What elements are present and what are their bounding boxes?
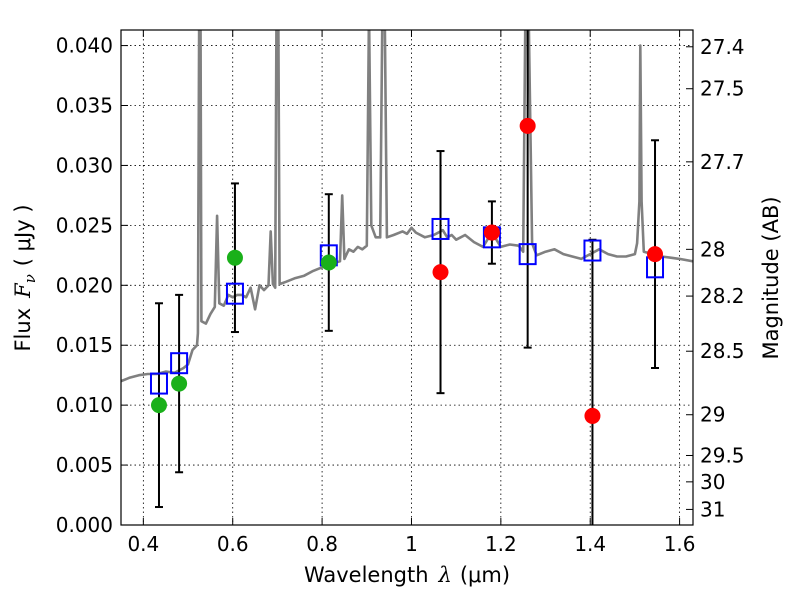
observed-upper-point — [647, 246, 664, 263]
observed-upper-point — [584, 407, 601, 424]
y2-tick-label: 29.5 — [700, 443, 745, 467]
plot-area — [121, 30, 693, 525]
plot-frame — [120, 29, 694, 526]
spectrum-line — [121, 30, 693, 383]
y2-tick-label: 27.5 — [700, 77, 745, 101]
y-tick-label: 0.040 — [56, 34, 113, 58]
markers — [149, 117, 665, 424]
y-tick-label: 0.030 — [56, 153, 113, 177]
y2-tick-label: 28 — [700, 237, 725, 261]
model-square-marker — [518, 243, 537, 266]
x-tick-label: 1.4 — [574, 532, 606, 556]
y2-axis-label: Magnitude (AB) — [759, 196, 783, 359]
y2-tick-label: 29 — [700, 403, 725, 427]
y2-tick-label: 30 — [700, 470, 725, 494]
y-tick-label: 0.005 — [56, 453, 113, 477]
x-tick-label: 0.8 — [306, 532, 338, 556]
observed-upper-point — [519, 117, 536, 134]
model-square-marker — [583, 239, 602, 262]
ticks: 0.4 0.6 0.8 1 1.2 1.4 1.6 0.000 0.005 0.010 0.015 0… — [56, 30, 745, 556]
observed-upper-point — [483, 224, 500, 241]
model-square-marker — [149, 372, 168, 395]
y-tick-label: 0.035 — [56, 94, 113, 118]
y-tick-label: 0.020 — [56, 273, 113, 297]
observed-upper-point — [432, 264, 449, 281]
model-square-marker — [225, 282, 244, 305]
y-tick-label: 0.025 — [56, 213, 113, 237]
y2-tick-label: 28.5 — [700, 339, 745, 363]
y2-tick-label: 28.2 — [700, 284, 745, 308]
model-square-marker — [431, 217, 450, 240]
y-tick-label: 0.015 — [56, 333, 113, 357]
observed-detections-point — [171, 375, 188, 392]
x-tick-label: 1.2 — [485, 532, 517, 556]
y-axis-label: FluxFν( μJy ) — [11, 204, 39, 351]
x-tick-label: 0.4 — [127, 532, 159, 556]
y-tick-label: 0.000 — [56, 513, 113, 537]
y2-tick-label: 27.7 — [700, 150, 745, 174]
x-tick-label: 1.6 — [664, 532, 696, 556]
x-tick-label: 1 — [405, 532, 418, 556]
data-layer — [121, 30, 693, 383]
y-tick-label: 0.010 — [56, 393, 113, 417]
y2-tick-label: 27.4 — [700, 35, 745, 59]
y2-tick-label: 31 — [700, 497, 725, 521]
model-square-marker — [170, 352, 189, 375]
observed-detections-point — [320, 254, 337, 271]
observed-detections-point — [150, 397, 167, 414]
observed-detections-point — [226, 249, 243, 266]
x-tick-label: 0.6 — [217, 532, 249, 556]
x-axis-label: Wavelength λ (μm) — [304, 563, 510, 587]
